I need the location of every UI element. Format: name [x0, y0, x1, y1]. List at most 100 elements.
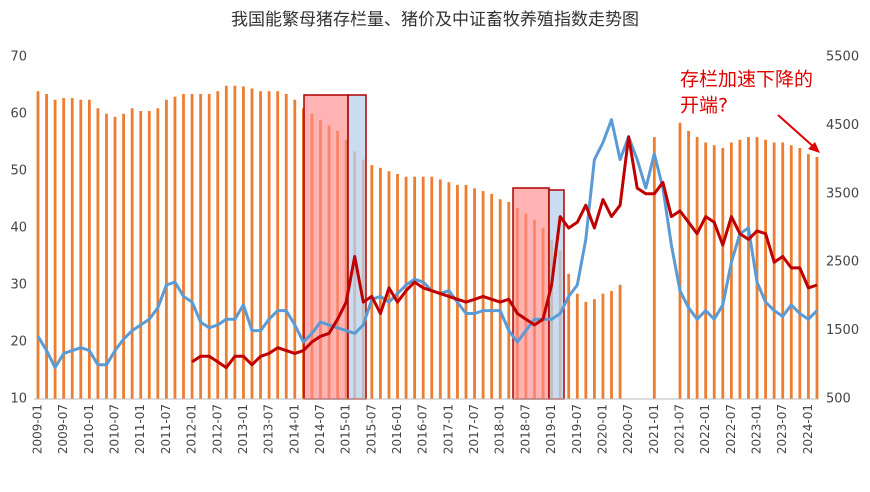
x-tick-label: 2010-07: [108, 404, 122, 454]
bar: [250, 88, 254, 400]
y2-tick-label: 4500: [826, 118, 859, 133]
bar: [79, 99, 83, 399]
bar: [729, 142, 733, 399]
annotation-arrowhead: [808, 142, 820, 153]
x-tick-label: 2013-07: [262, 404, 276, 454]
bar: [772, 142, 776, 399]
bar: [456, 184, 459, 399]
bar: [199, 93, 203, 399]
x-tick-label: 2021-01: [647, 404, 661, 454]
annotation: 存栏加速下降的: [680, 69, 813, 91]
y-tick-label: 30: [10, 278, 27, 293]
highlight-box: [347, 94, 367, 400]
bar: [259, 91, 262, 399]
bar: [498, 199, 502, 399]
bar: [224, 85, 228, 399]
x-tick-label: 2012-01: [185, 404, 199, 454]
bar: [113, 116, 117, 399]
bar: [173, 96, 177, 399]
x-tick-label: 2009-07: [56, 404, 70, 454]
bar-layer: [36, 85, 819, 400]
x-tick-label: 2013-01: [236, 404, 250, 454]
x-tick-label: 2015-07: [364, 404, 378, 454]
bar: [122, 113, 125, 399]
x-tick-label: 2023-07: [775, 404, 789, 454]
bar: [815, 156, 819, 399]
bar: [233, 85, 237, 399]
bar: [293, 99, 297, 399]
x-tick-label: 2019-07: [570, 404, 584, 454]
y2-tick-label: 5500: [826, 50, 859, 65]
line: [36, 118, 819, 370]
x-tick-label: 2022-01: [698, 404, 712, 454]
y2-tick-label: 2500: [826, 255, 859, 270]
bar: [370, 165, 374, 399]
bar: [464, 184, 468, 399]
bar: [404, 176, 408, 399]
bar: [430, 176, 434, 399]
bar: [182, 93, 185, 399]
x-tick-label: 2012-07: [210, 404, 224, 454]
x-tick-label: 2011-01: [133, 404, 147, 454]
bar: [652, 137, 656, 399]
y2-tick-label: 3500: [826, 186, 859, 201]
bar: [139, 111, 143, 399]
bar: [695, 137, 699, 399]
x-tick-label: 2015-01: [339, 404, 353, 454]
bar: [45, 93, 48, 399]
x-tick-label: 2022-07: [724, 404, 738, 454]
bar: [687, 130, 690, 399]
annotation: 开端?: [680, 95, 728, 117]
bar: [276, 91, 280, 399]
y2-tick-label: 500: [826, 392, 851, 407]
highlight-box: [548, 189, 565, 400]
bar: [490, 193, 494, 399]
bar: [721, 147, 725, 399]
bar: [396, 173, 399, 399]
bar: [747, 137, 750, 399]
bar: [807, 154, 810, 399]
x-tick-label: 2021-07: [673, 404, 687, 454]
bar: [413, 176, 417, 399]
bar: [584, 301, 588, 399]
x-tick-label: 2020-01: [595, 404, 609, 454]
bar: [610, 290, 613, 399]
y2-tick-label: 1500: [826, 323, 859, 338]
bar: [567, 273, 571, 399]
bar: [575, 293, 579, 399]
bar: [216, 91, 220, 399]
bar: [764, 139, 767, 399]
line-layer: [36, 118, 819, 370]
y-tick-label: 70: [10, 50, 27, 65]
highlight-boxes: [303, 94, 565, 400]
y-tick-label: 60: [10, 107, 27, 122]
bar: [755, 137, 759, 399]
bar: [267, 91, 271, 399]
bar: [105, 113, 108, 399]
x-tick-label: 2010-01: [82, 404, 96, 454]
bar: [789, 145, 793, 399]
bar: [62, 98, 66, 399]
bar: [87, 99, 91, 399]
bar: [738, 139, 742, 399]
x-tick-label: 2018-07: [518, 404, 532, 454]
highlight-box: [303, 94, 349, 400]
bar: [147, 111, 151, 399]
bar: [130, 108, 134, 400]
bar: [190, 93, 194, 399]
x-tick-label: 2009-01: [31, 404, 45, 454]
x-tick-label: 2023-01: [750, 404, 764, 454]
x-tick-label: 2011-07: [159, 404, 173, 454]
bar: [70, 98, 74, 399]
annotation-arrow: [777, 114, 816, 149]
bar: [704, 142, 708, 399]
bar: [36, 91, 40, 399]
bar: [165, 99, 168, 399]
y-tick-label: 10: [10, 392, 27, 407]
bar: [156, 108, 160, 400]
bar: [53, 99, 57, 399]
bar: [473, 188, 476, 399]
x-tick-label: 2017-07: [467, 404, 481, 454]
x-tick-label: 2019-01: [544, 404, 558, 454]
bar: [207, 93, 211, 399]
